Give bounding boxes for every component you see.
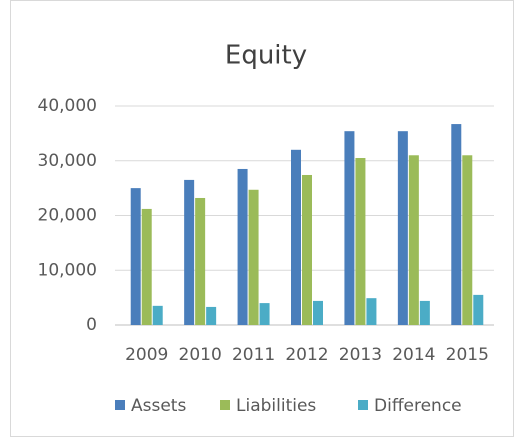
bar [130,188,141,325]
bar [344,131,355,325]
y-tick-label: 0 [86,315,97,335]
bar [451,124,462,325]
bar [419,300,430,325]
bar [195,197,206,325]
y-tick-label: 30,000 [38,151,97,171]
x-tick-label: 2011 [232,345,275,365]
bar [473,294,484,325]
legend-label: Difference [374,396,462,416]
legend-label: Assets [131,396,186,416]
y-tick-label: 20,000 [38,206,97,226]
y-tick-label: 10,000 [38,260,97,280]
bar [141,208,152,325]
legend-swatch [115,400,125,410]
legend-swatch [220,400,230,410]
bar [206,306,217,325]
bar [313,300,323,325]
bar [259,303,270,325]
x-tick-label: 2009 [125,345,168,365]
x-tick-label: 2010 [179,345,222,365]
bar [408,155,419,325]
bar [184,179,195,325]
chart-title: Equity [225,41,307,71]
bar [237,168,248,325]
bar [152,305,163,325]
x-tick-label: 2014 [392,345,435,365]
x-tick-label: 2013 [339,345,382,365]
x-tick-label: 2015 [446,345,489,365]
bar [397,131,408,325]
bar [302,174,312,325]
bar [366,298,377,325]
bar [355,158,366,325]
bar [291,149,301,325]
x-tick-label: 2012 [285,345,328,365]
bar [462,155,473,325]
legend-label: Liabilities [236,396,316,416]
chart-border [10,0,514,437]
y-tick-label: 40,000 [38,96,97,116]
bar [248,189,259,325]
legend-swatch [358,400,368,410]
